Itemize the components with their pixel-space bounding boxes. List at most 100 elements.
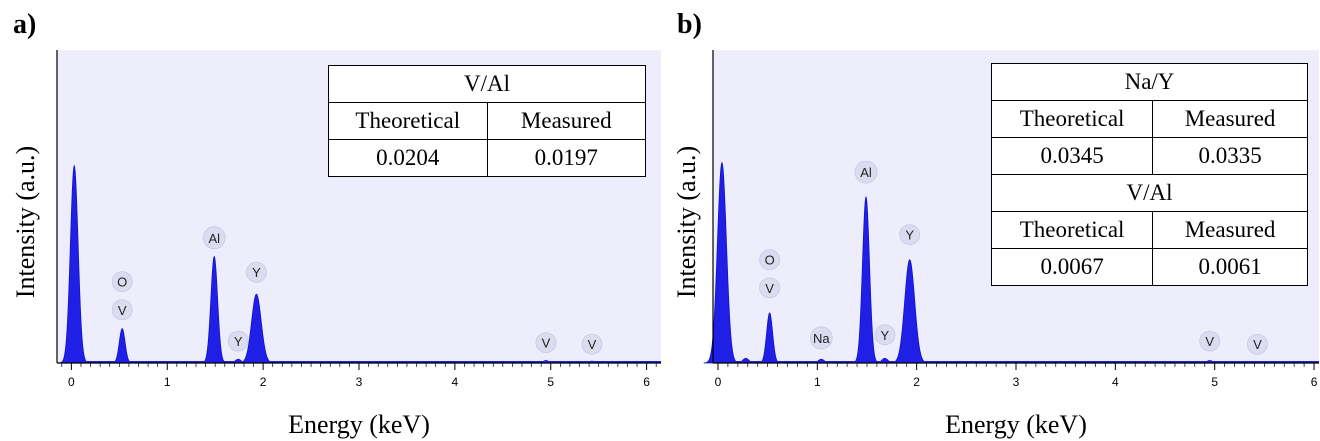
panel-a-peak-0 — [58, 164, 90, 364]
peak-label-text: Na — [813, 331, 830, 346]
peak-label-badge — [535, 332, 557, 354]
panel-b-y-title: Intensity (a.u.) — [672, 146, 701, 298]
peak-label-text: V — [118, 303, 127, 318]
peak-label-badge — [246, 261, 267, 283]
peak-label-badge — [1199, 330, 1221, 352]
panel-b-peak-label-5: Y — [874, 324, 896, 346]
table-value-theoretical: 0.0345 — [990, 137, 1154, 175]
panel-b-x-tick-label-0: 0 — [715, 375, 722, 389]
table-value-theoretical: 0.0204 — [328, 139, 488, 177]
panel-b-x-tick-label-3: 3 — [1013, 375, 1020, 389]
panel-a-ratio-table: V/Al Theoretical Measured 0.0204 0.0197 — [328, 65, 646, 177]
panel-b-baseline — [732, 361, 1319, 363]
panel-b-peak-label-0: O — [759, 249, 781, 271]
peak-label-badge — [759, 277, 781, 299]
peak-label-text: Al — [860, 165, 872, 180]
peak-label-badge — [111, 299, 133, 321]
table-value-row: 0.0204 0.0197 — [328, 139, 646, 177]
table-value-measured: 0.0335 — [1152, 137, 1308, 175]
peak-label-text: V — [1205, 334, 1214, 349]
panel-b-peak-label-1: V — [759, 277, 781, 299]
panel-b-peak-label-3: Al — [854, 160, 878, 184]
panel-b-x-tick-label-5: 5 — [1211, 375, 1218, 389]
peak-label-text: V — [765, 281, 774, 296]
panel-b-peak-label-7: V — [1247, 333, 1268, 355]
table-value-row: 0.0067 0.0061 — [990, 248, 1308, 286]
peak-label-badge — [759, 249, 781, 271]
table-header-measured: Measured — [1152, 100, 1308, 138]
panel-b-label: b) — [677, 9, 702, 40]
panel-a-x-tick-label-3: 3 — [356, 375, 363, 389]
panel-b-ratio-table: Na/Y Theoretical Measured 0.0345 0.0335 … — [990, 63, 1308, 286]
table-header-theoretical: Theoretical — [328, 102, 488, 140]
panel-a-peak-label-2: Al — [202, 226, 226, 250]
panel-a-peak-label-4: Y — [227, 330, 249, 352]
panel-b-peak-label-4: Y — [899, 224, 921, 246]
panel-b-peak-4 — [851, 195, 881, 364]
peak-label-badge — [854, 160, 878, 184]
table-header-measured: Measured — [486, 102, 646, 140]
panel-a-x-ticks: 0 1 2 3 4 5 6 — [61, 363, 657, 389]
table-value-theoretical: 0.0067 — [990, 248, 1154, 286]
panel-a-x-tick-label-0: 0 — [68, 375, 75, 389]
panel-a-peak-label-6: V — [581, 333, 603, 355]
table-value-row: 0.0345 0.0335 — [990, 137, 1308, 175]
table-header-row: Theoretical Measured — [990, 211, 1308, 249]
peak-label-text: Y — [905, 228, 914, 243]
panel-a-peak-label-3: Y — [246, 261, 267, 283]
peak-label-badge — [202, 226, 226, 250]
table-header-row: Theoretical Measured — [328, 102, 646, 140]
peak-label-text: Y — [252, 265, 261, 280]
panel-a-label: a) — [13, 9, 36, 40]
panel-b-x-title: Energy (keV) — [945, 410, 1087, 439]
panel-a-x-tick-label-4: 4 — [452, 375, 459, 389]
panel-b-x-ticks: 0 1 2 3 4 5 6 — [715, 363, 1318, 389]
panel-a-baseline — [76, 361, 661, 363]
panel-a-peak-label-1: V — [111, 299, 133, 321]
peak-label-badge — [1247, 333, 1268, 355]
peak-label-text: Al — [208, 231, 220, 246]
peak-label-text: O — [765, 253, 775, 268]
peak-label-badge — [899, 224, 921, 246]
peak-label-text: Y — [881, 328, 890, 343]
table-title-row: V/Al — [328, 65, 646, 103]
peak-label-badge — [111, 271, 133, 293]
panel-a-x-tick-label-1: 1 — [164, 375, 171, 389]
peak-label-badge — [809, 326, 833, 350]
panel-b-x-tick-label-6: 6 — [1311, 375, 1318, 389]
panel-b-peak-0 — [703, 161, 741, 364]
table-title-v-al: V/Al — [991, 174, 1308, 212]
table-value-measured: 0.0061 — [1152, 248, 1308, 286]
panel-a-x-tick-label-2: 2 — [260, 375, 267, 389]
panel-a-y-title: Intensity (a.u.) — [11, 146, 40, 298]
peak-label-badge — [227, 330, 249, 352]
panel-b-x-tick-label-2: 2 — [913, 375, 920, 389]
peak-label-text: V — [542, 336, 551, 351]
panel-a-x-title: Energy (keV) — [288, 410, 430, 439]
table-header-row: Theoretical Measured — [990, 100, 1308, 138]
peak-label-text: O — [117, 275, 127, 290]
panel-a-x-tick-label-6: 6 — [643, 375, 650, 389]
peak-label-badge — [581, 333, 603, 355]
panel-a-peak-label-5: V — [535, 332, 557, 354]
table-value-measured: 0.0197 — [486, 139, 646, 177]
table-title-na-y: Na/Y — [991, 63, 1308, 101]
table-title: V/Al — [328, 65, 646, 103]
panel-b-x-tick-label-1: 1 — [814, 375, 821, 389]
panel-b-peak-label-2: Na — [809, 326, 833, 350]
panel-b-peak-label-6: V — [1199, 330, 1221, 352]
peak-label-text: V — [1253, 337, 1262, 352]
peak-label-badge — [874, 324, 896, 346]
panel-a-peak-label-0: O — [111, 271, 133, 293]
table-header-theoretical: Theoretical — [990, 100, 1154, 138]
panel-a-x-tick-label-5: 5 — [547, 375, 554, 389]
table-header-theoretical: Theoretical — [990, 211, 1154, 249]
panel-b-x-tick-label-4: 4 — [1112, 375, 1119, 389]
table-title-row: V/Al — [991, 174, 1308, 212]
table-header-measured: Measured — [1152, 211, 1308, 249]
peak-label-text: V — [588, 337, 597, 352]
peak-label-text: Y — [234, 334, 243, 349]
table-title-row: Na/Y — [991, 63, 1308, 101]
